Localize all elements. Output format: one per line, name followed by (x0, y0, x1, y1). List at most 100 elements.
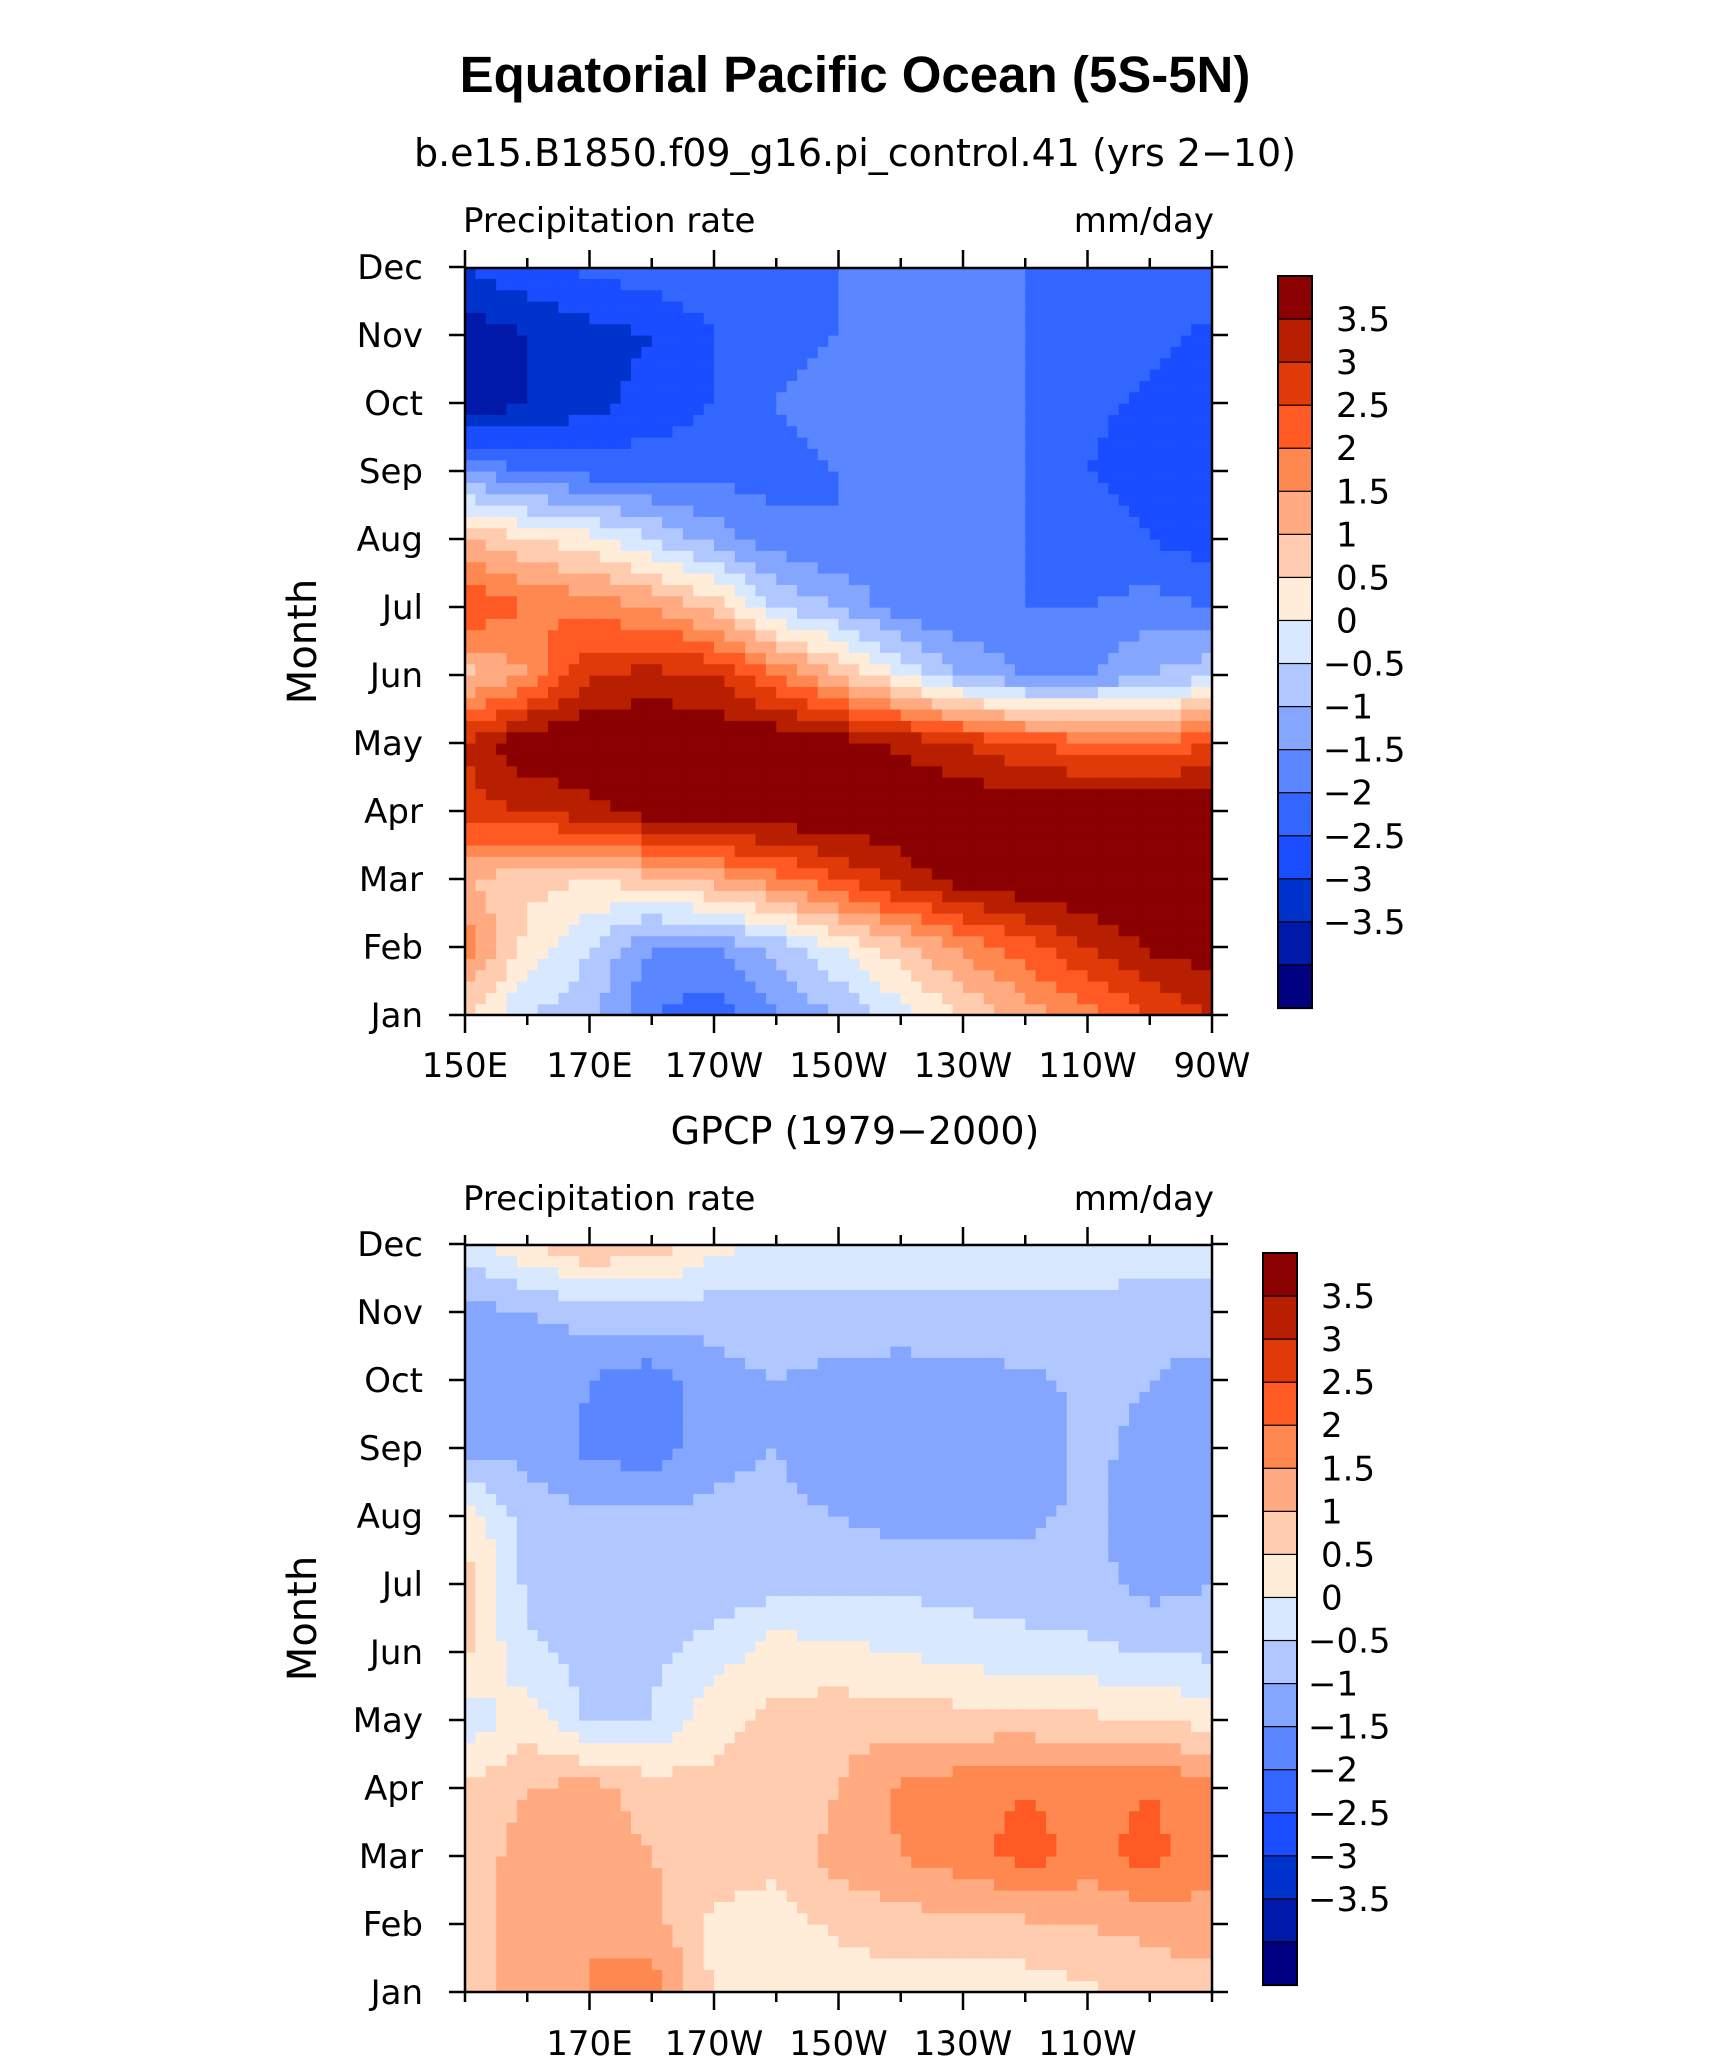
contour-cell (765, 505, 777, 517)
contour-cell (1066, 539, 1078, 551)
contour-cell (1108, 482, 1120, 495)
contour-cell (1129, 335, 1140, 347)
contour-cell (869, 958, 881, 971)
contour-cell (1170, 765, 1182, 778)
contour-cell (765, 833, 777, 846)
colorbar-box (1277, 275, 1313, 321)
contour-cell (1180, 697, 1192, 710)
contour-cell (797, 346, 808, 359)
contour-cell (1108, 799, 1120, 812)
contour-cell (631, 505, 642, 517)
contour-cell (900, 799, 912, 812)
contour-cell (610, 471, 622, 483)
contour-cell (942, 1003, 954, 1015)
contour-cell (485, 268, 497, 279)
contour-cell (931, 391, 943, 404)
contour-cell (1004, 471, 1016, 483)
contour-cell (817, 879, 829, 891)
contour-cell (900, 380, 912, 393)
contour-cell (651, 754, 663, 767)
contour-cell (465, 1969, 476, 1982)
contour-cell (848, 346, 860, 359)
contour-cell (1056, 765, 1068, 778)
contour-cell (765, 686, 777, 699)
contour-cell (1046, 268, 1057, 279)
contour-cell (1118, 527, 1130, 540)
contour-cell (1056, 437, 1068, 449)
contour-cell (1097, 607, 1109, 619)
contour-cell (516, 1946, 528, 1959)
contour-cell (859, 403, 871, 415)
contour-cell (589, 867, 601, 880)
contour-cell (983, 301, 995, 313)
contour-cell (890, 268, 902, 279)
contour-cell (797, 380, 808, 393)
contour-cell (880, 595, 891, 608)
contour-cell (537, 879, 549, 891)
contour-cell (631, 697, 642, 710)
contour-cell (599, 686, 611, 699)
contour-cell (973, 573, 985, 585)
contour-cell (1066, 697, 1078, 710)
contour-cell (734, 641, 746, 653)
contour-cell (1170, 629, 1182, 642)
contour-cell (1025, 879, 1037, 891)
contour-cell (548, 323, 559, 336)
contour-cell (900, 493, 912, 506)
contour-cell (703, 799, 715, 812)
contour-cell (1066, 879, 1078, 891)
contour-cell (631, 607, 642, 619)
contour-cell (776, 686, 788, 699)
contour-cell (838, 788, 850, 801)
contour-cell (1066, 1003, 1078, 1015)
contour-cell (558, 992, 570, 1005)
contour-cell (516, 913, 528, 925)
contour-cell (921, 811, 933, 823)
contour-cell (568, 618, 580, 631)
contour-cell (1108, 675, 1120, 687)
contour-cell (838, 879, 850, 891)
contour-cell (496, 618, 508, 631)
contour-cell (921, 618, 933, 631)
contour-cell (537, 1946, 549, 1959)
contour-cell (1025, 709, 1037, 721)
contour-cell (1149, 867, 1161, 880)
contour-cell (931, 697, 943, 710)
contour-cell (537, 901, 549, 914)
contour-cell (1191, 550, 1203, 563)
contour-cell (1180, 414, 1192, 427)
contour-cell (807, 323, 819, 336)
contour-cell (1087, 913, 1099, 925)
contour-cell (651, 369, 663, 381)
contour-cell (921, 743, 933, 755)
contour-cell (610, 765, 622, 778)
contour-cell (1118, 448, 1130, 461)
contour-cell (610, 1969, 622, 1982)
contour-cell (485, 935, 497, 948)
contour-cell (963, 550, 974, 563)
contour-cell (1108, 425, 1120, 438)
contour-cell (1118, 607, 1130, 619)
contour-cell (496, 448, 508, 461)
contour-cell (859, 482, 871, 495)
contour-cell (641, 935, 653, 948)
contour-cell (807, 675, 819, 687)
contour-cell (682, 323, 694, 336)
contour-cell (786, 629, 798, 642)
contour-cell (869, 969, 881, 982)
contour-cell (714, 584, 725, 597)
contour-cell (828, 312, 840, 325)
contour-cell (1118, 482, 1130, 495)
contour-cell (1170, 788, 1182, 801)
contour-cell (537, 743, 549, 755)
contour-cell (662, 289, 674, 302)
contour-cell (994, 969, 1006, 982)
contour-cell (1025, 675, 1037, 687)
contour-cell (828, 584, 840, 597)
contour-cell (973, 969, 985, 982)
contour-cell (817, 493, 829, 506)
contour-cell (921, 561, 933, 574)
contour-cell (776, 731, 788, 744)
contour-cell (734, 437, 746, 449)
contour-cell (1180, 947, 1192, 959)
